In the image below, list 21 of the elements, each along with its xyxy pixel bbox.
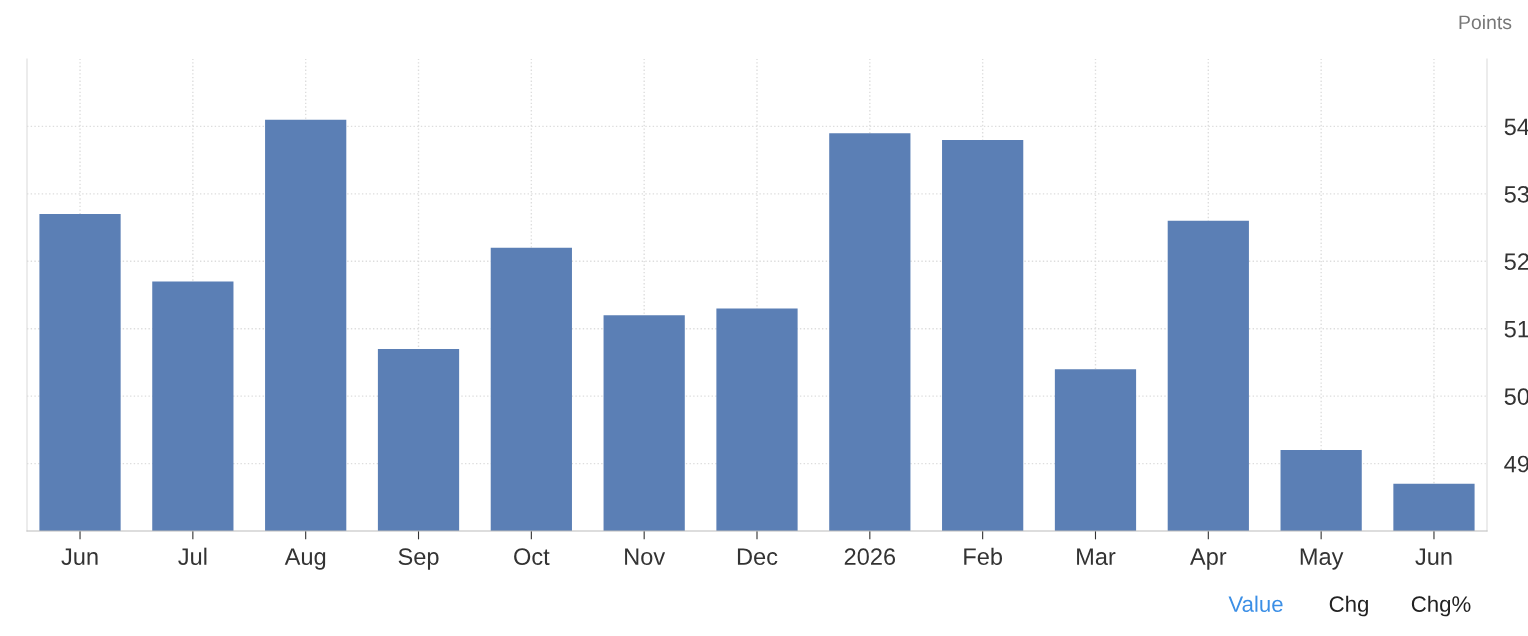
y-tick-label: 49 bbox=[1504, 455, 1528, 473]
y-axis-title: Points bbox=[1459, 14, 1512, 30]
x-tick-label: May bbox=[1300, 548, 1344, 570]
y-tick-label: 52 bbox=[1504, 253, 1528, 271]
x-tick-label: Mar bbox=[1077, 548, 1116, 566]
text: Chg bbox=[1329, 595, 1368, 617]
text: Chg% bbox=[1411, 595, 1471, 617]
x-tick-label: Dec bbox=[737, 548, 778, 566]
y-tick-label: 53 bbox=[1504, 185, 1528, 203]
text: Value bbox=[1228, 595, 1283, 612]
x-tick-label: Feb bbox=[964, 547, 1003, 566]
x-tick-label: Jul bbox=[178, 547, 207, 566]
y-tick-label: 51 bbox=[1504, 321, 1528, 338]
x-tick-label: Jun bbox=[1415, 548, 1452, 566]
x-tick-label: 2026 bbox=[844, 548, 896, 566]
x-tick-label: Sep bbox=[398, 548, 439, 570]
x-tick-label: Aug bbox=[284, 548, 326, 570]
x-tick-label: Apr bbox=[1189, 548, 1227, 570]
x-tick-label: Jun bbox=[61, 548, 98, 566]
x-tick-label: Nov bbox=[625, 548, 666, 566]
x-tick-label: Oct bbox=[514, 548, 550, 566]
